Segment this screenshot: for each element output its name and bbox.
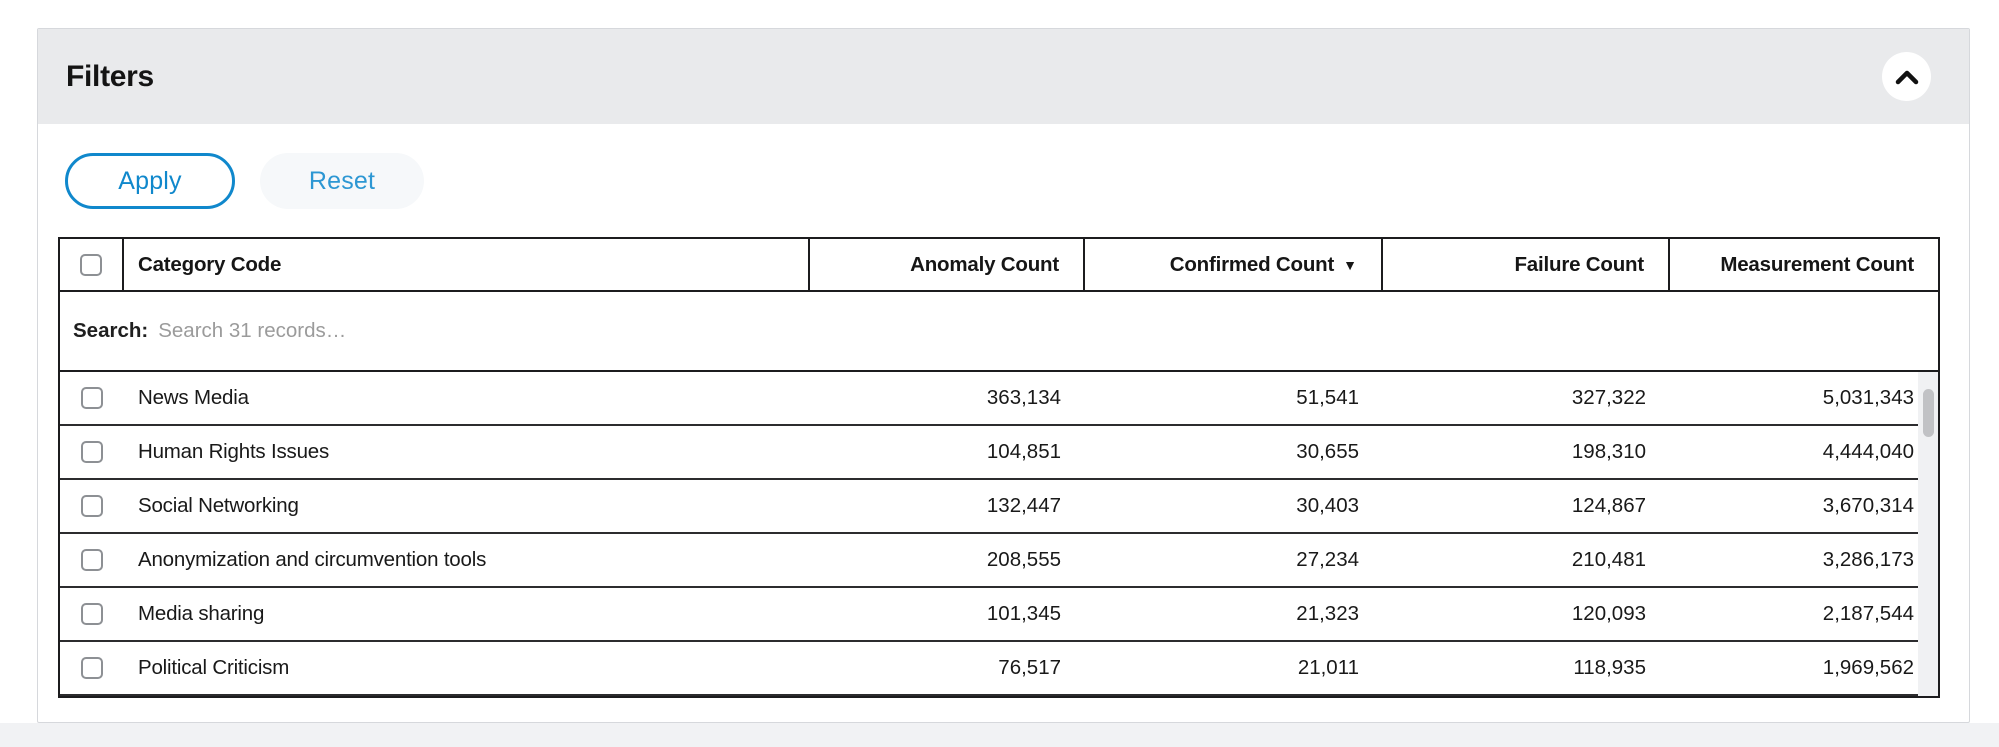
measurement-count-cell: 1,969,562 — [1822, 656, 1914, 679]
row-checkbox[interactable] — [81, 549, 103, 571]
column-header-label: Anomaly Count — [910, 252, 1059, 276]
table-row[interactable]: Political Criticism 76,517 21,011 118,935 1,… — [60, 642, 1938, 696]
row-checkbox[interactable] — [81, 441, 103, 463]
row-checkbox-cell — [60, 480, 124, 532]
column-header-anomaly[interactable]: Anomaly Count — [810, 239, 1085, 290]
confirmed-count-cell: 51,541 — [1296, 386, 1359, 409]
table-row[interactable]: Anonymization and circumvention tools 208… — [60, 534, 1938, 588]
confirmed-count-cell: 30,403 — [1296, 494, 1359, 517]
failure-count-cell: 124,867 — [1571, 494, 1646, 517]
anomaly-count-cell: 132,447 — [986, 494, 1061, 517]
column-header-category[interactable]: Category Code — [124, 239, 810, 290]
measurement-count-cell: 2,187,544 — [1822, 602, 1914, 625]
measurement-count-cell: 3,670,314 — [1822, 494, 1914, 517]
table-header-row: Category Code Anomaly Count Confirmed Co… — [60, 239, 1938, 292]
measurement-count-cell: 4,444,040 — [1822, 440, 1914, 463]
table-body[interactable]: News Media 363,134 51,541 327,322 5,031,343 H… — [60, 372, 1938, 696]
panel-title: Filters — [66, 59, 154, 93]
category-cell: Political Criticism — [138, 656, 290, 679]
page-bottom-strip — [0, 723, 1999, 747]
table-row[interactable]: Human Rights Issues 104,851 30,655 198,310 4… — [60, 426, 1938, 480]
anomaly-count-cell: 76,517 — [998, 656, 1061, 679]
column-header-label: Failure Count — [1514, 252, 1644, 276]
row-checkbox-cell — [60, 426, 124, 478]
row-checkbox-cell — [60, 372, 124, 424]
table-scrollbar-thumb[interactable] — [1922, 389, 1934, 437]
anomaly-count-cell: 101,345 — [986, 602, 1061, 625]
row-checkbox-cell — [60, 642, 124, 694]
row-checkbox[interactable] — [81, 657, 103, 679]
confirmed-count-cell: 30,655 — [1296, 440, 1359, 463]
anomaly-count-cell: 208,555 — [986, 548, 1061, 571]
confirmed-count-cell: 21,011 — [1297, 656, 1359, 679]
collapse-panel-button[interactable] — [1882, 52, 1931, 101]
failure-count-cell: 327,322 — [1571, 386, 1646, 409]
table-row[interactable]: Social Networking 132,447 30,403 124,867 3,6… — [60, 480, 1938, 534]
anomaly-count-cell: 363,134 — [986, 386, 1061, 409]
measurement-count-cell: 5,031,343 — [1822, 386, 1914, 409]
column-header-label: Confirmed Count — [1169, 252, 1335, 276]
filter-actions: Apply Reset — [65, 153, 424, 209]
column-header-confirmed[interactable]: Confirmed Count ▼ — [1085, 239, 1383, 290]
failure-count-cell: 198,310 — [1571, 440, 1646, 463]
category-cell: News Media — [138, 386, 249, 409]
confirmed-count-cell: 27,234 — [1296, 548, 1359, 571]
search-input[interactable] — [158, 311, 1938, 351]
reset-button[interactable]: Reset — [260, 153, 424, 209]
category-cell: Media sharing — [138, 602, 265, 625]
failure-count-cell: 120,093 — [1571, 602, 1646, 625]
table-row[interactable]: Media sharing 101,345 21,323 120,093 2,187,5… — [60, 588, 1938, 642]
row-checkbox-cell — [60, 588, 124, 640]
select-all-checkbox[interactable] — [80, 253, 102, 276]
select-all-cell — [60, 239, 124, 290]
failure-count-cell: 210,481 — [1571, 548, 1646, 571]
apply-button[interactable]: Apply — [65, 153, 235, 209]
table-search-row: Search: — [60, 292, 1938, 372]
search-label: Search: — [73, 319, 149, 342]
column-header-failure[interactable]: Failure Count — [1383, 239, 1670, 290]
row-checkbox[interactable] — [81, 387, 103, 409]
anomaly-count-cell: 104,851 — [986, 440, 1061, 463]
row-checkbox-cell — [60, 534, 124, 586]
confirmed-count-cell: 21,323 — [1296, 602, 1359, 625]
category-cell: Anonymization and circumvention tools — [138, 548, 487, 571]
row-checkbox[interactable] — [81, 495, 103, 517]
sort-desc-icon: ▼ — [1343, 256, 1357, 273]
column-header-measurement[interactable]: Measurement Count — [1670, 239, 1938, 290]
measurement-count-cell: 3,286,173 — [1822, 548, 1914, 571]
category-cell: Human Rights Issues — [138, 440, 330, 463]
chevron-up-icon — [1895, 69, 1919, 85]
filters-panel-header: Filters — [38, 29, 1969, 124]
categories-table: Category Code Anomaly Count Confirmed Co… — [58, 237, 1940, 698]
filters-panel: Filters Apply Reset Category Code Anomal… — [37, 28, 1970, 723]
table-scrollbar-track[interactable] — [1918, 372, 1938, 696]
table-row[interactable]: News Media 363,134 51,541 327,322 5,031,343 — [60, 372, 1938, 426]
column-header-label: Measurement Count — [1720, 252, 1914, 276]
row-checkbox[interactable] — [81, 603, 103, 625]
failure-count-cell: 118,935 — [1573, 656, 1646, 679]
column-header-label: Category Code — [138, 252, 282, 276]
category-cell: Social Networking — [138, 494, 299, 517]
